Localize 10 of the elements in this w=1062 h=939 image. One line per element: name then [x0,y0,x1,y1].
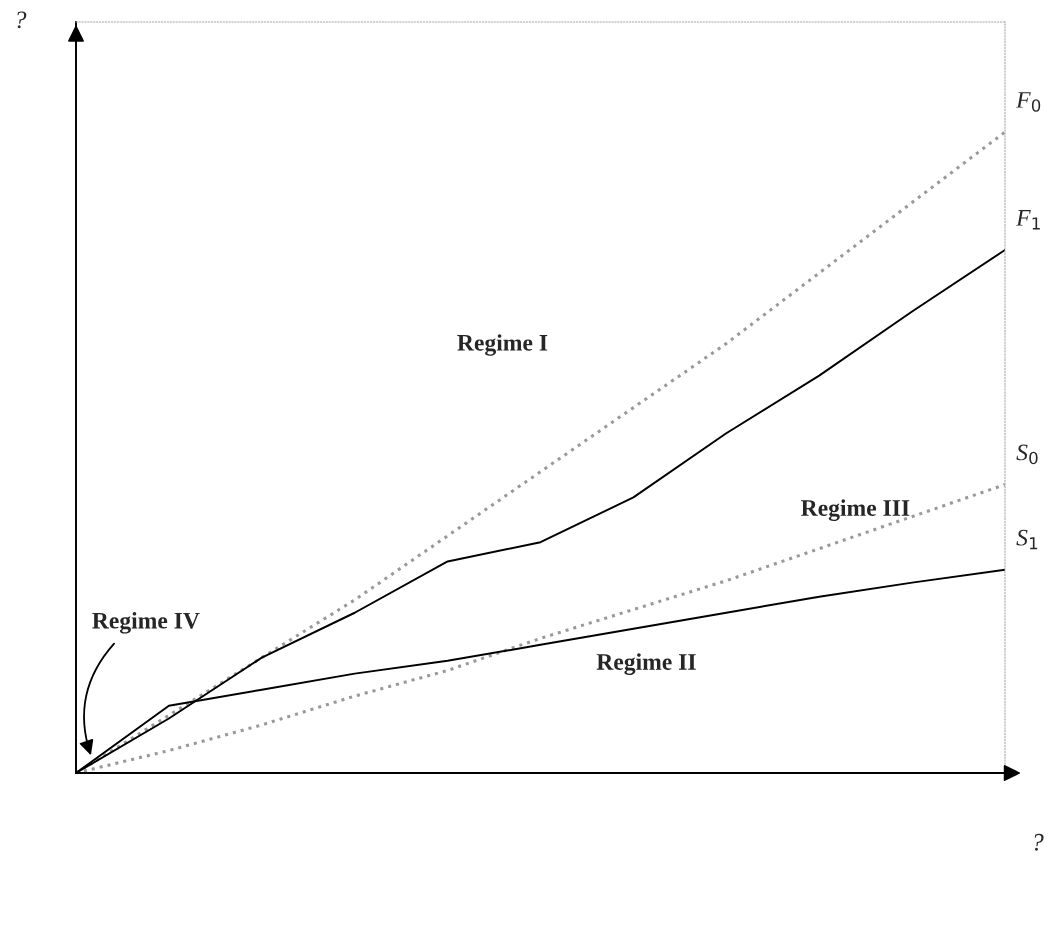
series-label: S$_{1}$ [1016,529,1038,550]
annotation: Regime III [801,499,910,521]
series-label: S$_{0}$ [1016,444,1038,465]
y-axis-title: ? [17,11,27,29]
series-label: F$_{0}$ [1016,92,1041,112]
x-axis-title: ? [1034,833,1044,851]
series-label: F$_{1}$ [1016,210,1040,230]
annotation: Regime I [457,334,548,356]
annotation: Regime II [596,653,696,675]
annotation: Regime IV [92,612,200,634]
